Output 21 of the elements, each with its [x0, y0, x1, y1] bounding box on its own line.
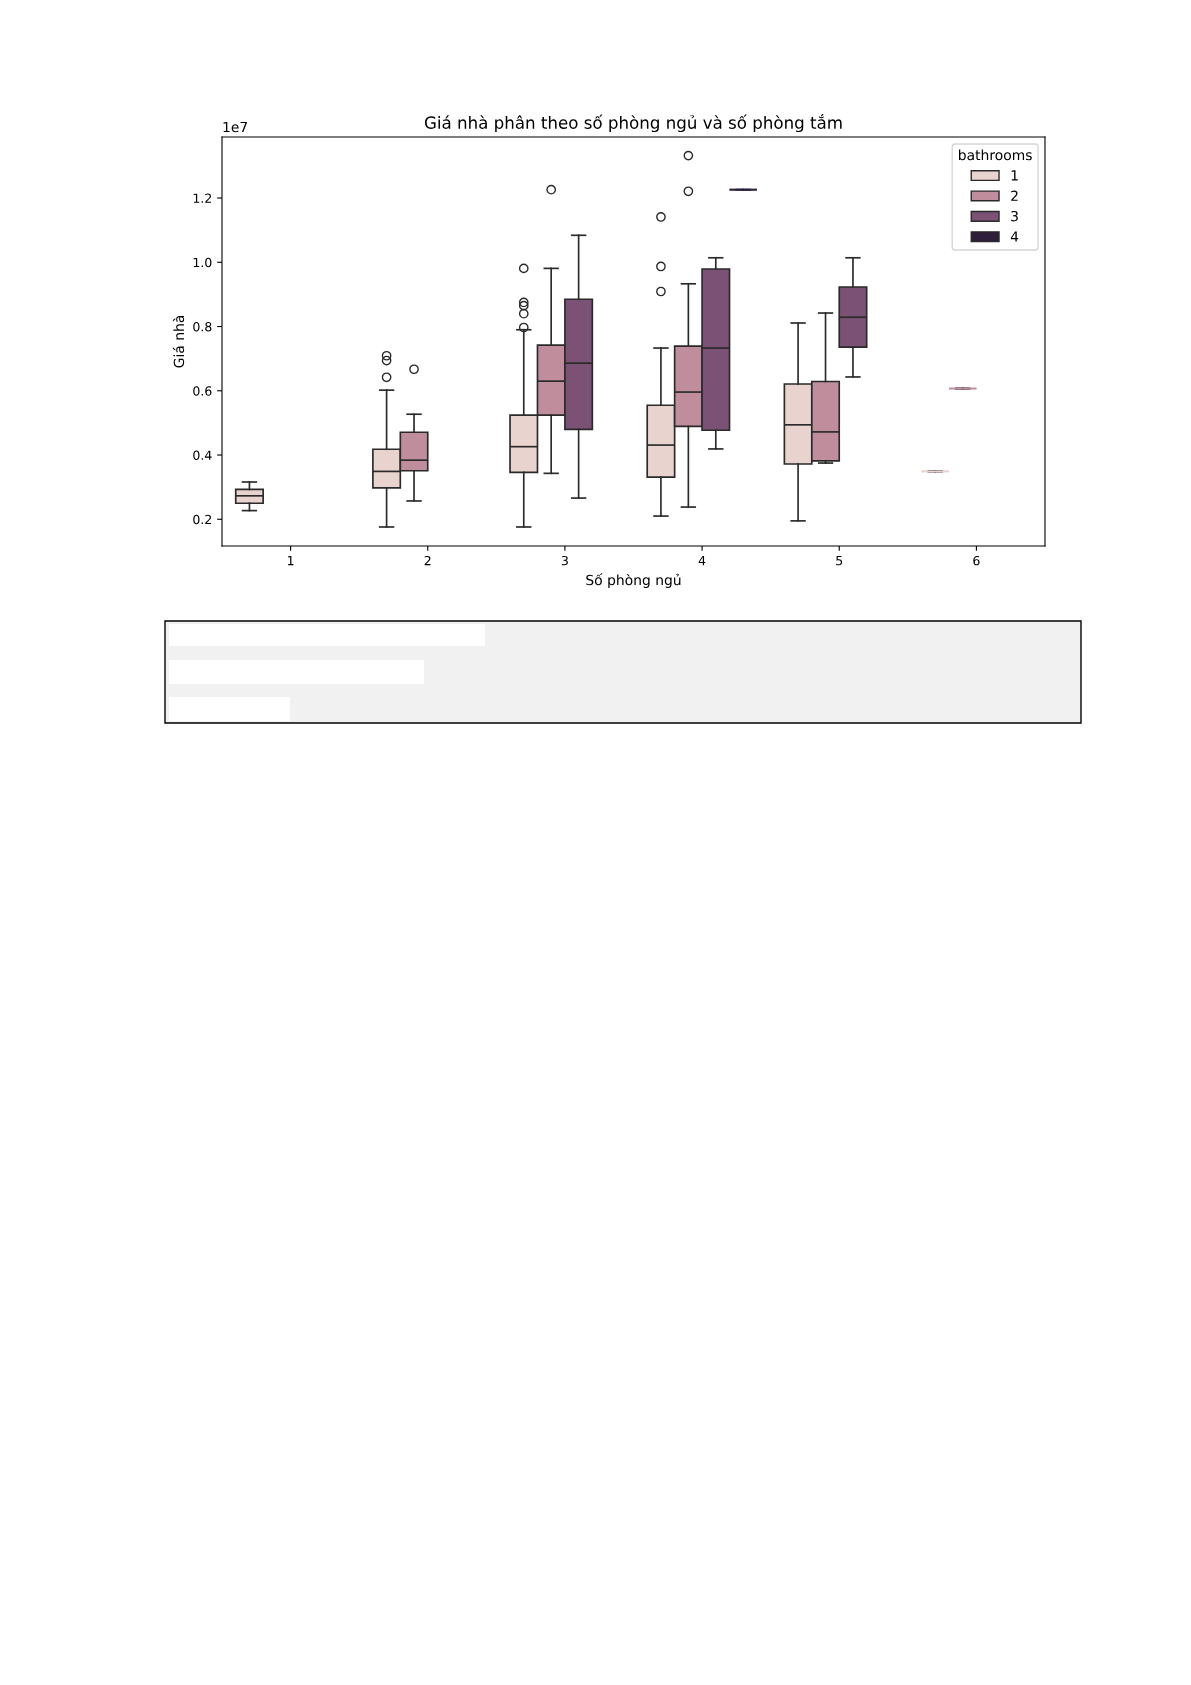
legend-label: 1	[1011, 170, 1018, 181]
x-axis-title: Số phòng ngủ	[586, 573, 681, 588]
legend-label: 3	[1011, 210, 1018, 222]
y-tick-label: 0.8	[193, 322, 212, 332]
y-tick-label: 1.0	[193, 257, 212, 268]
x-tick-label: 6	[973, 555, 980, 566]
y-tick-label: 0.4	[193, 450, 212, 460]
x-tick-label: 2	[424, 555, 431, 566]
y-tick-label: 0.6	[193, 386, 212, 396]
y-tick-label: 1.2	[193, 193, 212, 203]
y-axis-title: Giá nhà	[172, 315, 185, 368]
text: 1e7	[223, 121, 248, 133]
chart-title: Giá nhà phân theo số phòng ngủ và số phòng tắm	[424, 114, 842, 133]
legend-label: 4	[1010, 231, 1019, 242]
x-tick-label: 3	[561, 555, 568, 566]
x-tick-label: 4	[698, 556, 706, 566]
legend-title: bathrooms	[959, 149, 1032, 161]
x-tick-label: 1	[287, 556, 294, 566]
y-tick-label: 0.2	[193, 514, 212, 525]
legend-label: 2	[1011, 190, 1018, 201]
x-tick-label: 5	[836, 556, 843, 566]
